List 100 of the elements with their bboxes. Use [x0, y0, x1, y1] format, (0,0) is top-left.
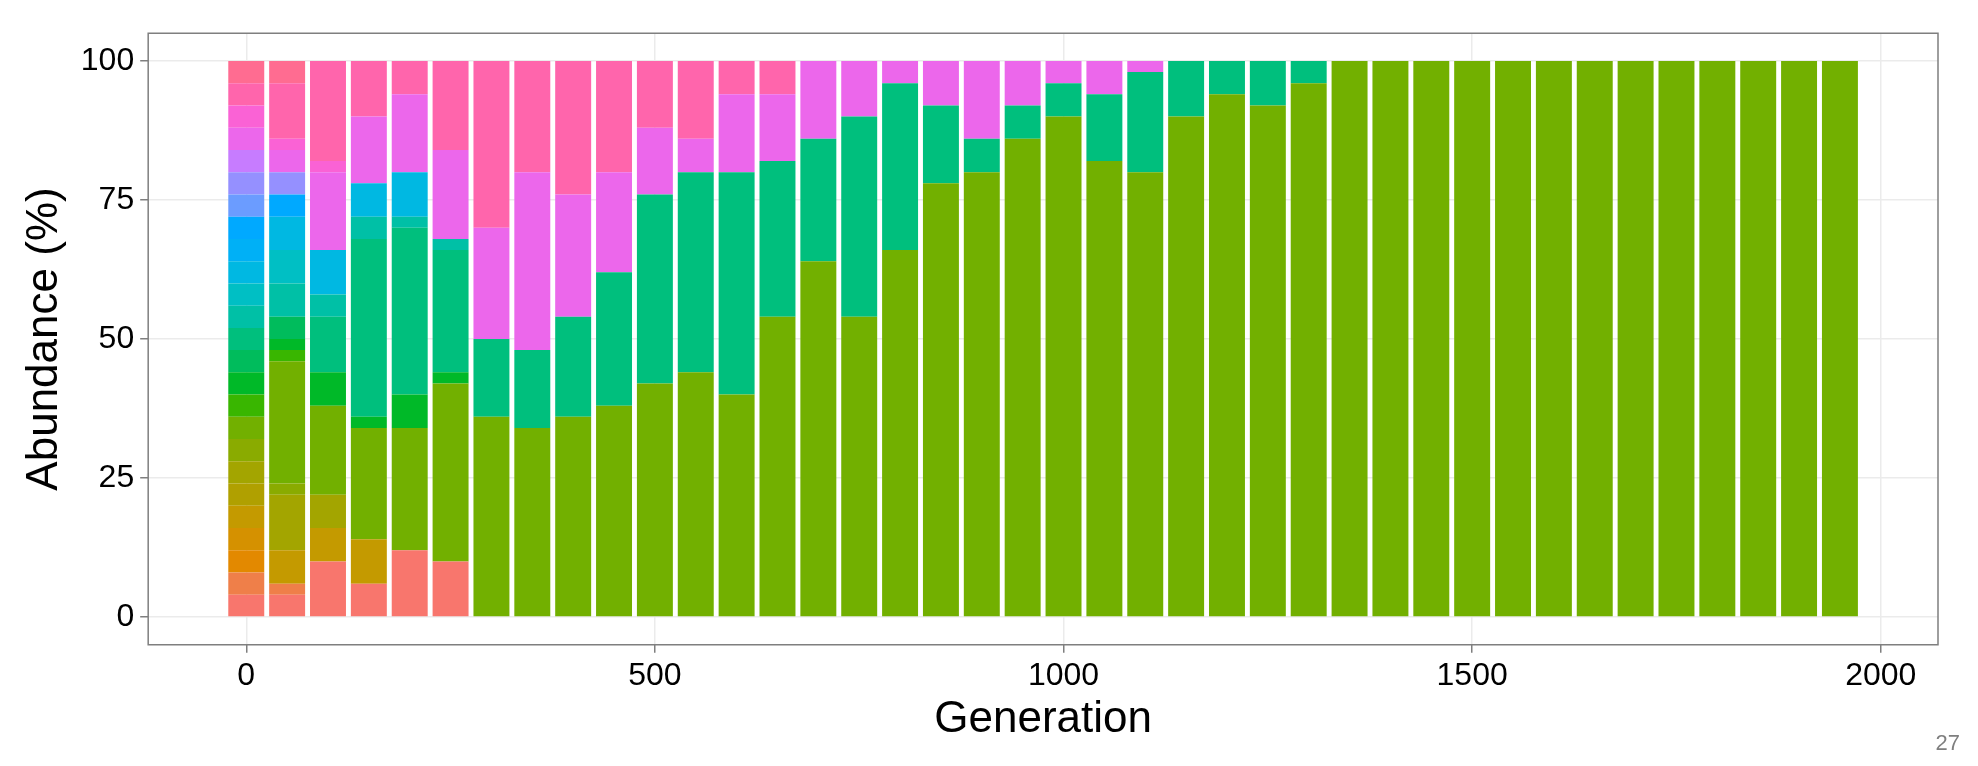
bar: [228, 483, 265, 506]
bar: [269, 339, 306, 351]
bar: [228, 572, 265, 595]
bar: [1495, 61, 1531, 617]
bar: [759, 161, 796, 317]
bar: [636, 127, 673, 195]
bar: [391, 61, 428, 95]
bar: [310, 561, 346, 617]
bar: [228, 305, 265, 328]
bar: [228, 505, 265, 529]
bar: [1045, 116, 1082, 617]
x-tick-label: 1000: [1027, 655, 1100, 692]
y-tick-label: 100: [80, 40, 135, 77]
x-tick-label: 0: [237, 655, 256, 692]
x-axis-title: Generation: [934, 691, 1152, 741]
bar: [1168, 61, 1205, 117]
bar: [759, 94, 796, 162]
bar: [514, 350, 551, 428]
bar: [391, 394, 428, 428]
bar: [1004, 138, 1041, 617]
bar: [1740, 61, 1777, 617]
bar: [1045, 83, 1082, 117]
bar: [1535, 61, 1572, 617]
bar: [228, 83, 265, 106]
bar: [350, 216, 387, 239]
bar: [1617, 61, 1654, 617]
bar: [228, 194, 265, 217]
bar: [1454, 61, 1491, 617]
y-tick-label: 0: [116, 596, 135, 633]
bar: [1086, 161, 1123, 617]
bar: [963, 61, 1000, 139]
x-tick-label: 2000: [1845, 655, 1917, 692]
bar: [269, 483, 306, 495]
bar: [228, 416, 265, 440]
bar: [1576, 61, 1613, 617]
bar: [800, 261, 837, 617]
y-tick-label: 50: [98, 318, 135, 355]
bar: [677, 372, 714, 617]
bar: [1045, 61, 1082, 84]
bar: [310, 161, 346, 173]
bar: [350, 116, 387, 184]
bar: [228, 394, 265, 417]
bar: [269, 194, 306, 217]
bar: [555, 416, 592, 617]
bar: [1209, 61, 1245, 95]
bar: [310, 61, 346, 162]
bar: [228, 439, 265, 462]
bar: [963, 172, 1000, 617]
bar: [596, 61, 633, 173]
bar: [1168, 116, 1205, 617]
bar: [800, 61, 837, 139]
bar: [269, 350, 306, 362]
bar: [473, 61, 510, 228]
bar: [1086, 94, 1123, 162]
text: 27: [1935, 730, 1960, 756]
bar: [228, 283, 265, 306]
bar: [269, 61, 306, 84]
bar: [432, 61, 469, 150]
bar: [1249, 105, 1286, 617]
bar: [514, 427, 551, 617]
bar: [350, 539, 387, 584]
bar: [310, 494, 346, 529]
bar: [1086, 61, 1123, 95]
bar: [269, 283, 306, 317]
bar: [269, 316, 306, 339]
bar: [350, 427, 387, 540]
bar: [228, 261, 265, 284]
bar: [1209, 94, 1245, 617]
bar: [432, 372, 469, 384]
bar: [269, 250, 306, 284]
bar: [882, 83, 919, 251]
y-axis-title: Abundance (%): [16, 187, 66, 491]
bar: [677, 172, 714, 373]
bar: [922, 105, 959, 184]
bar: [228, 127, 265, 150]
bar: [228, 550, 265, 573]
bar: [310, 172, 346, 251]
bar: [350, 238, 387, 417]
bar: [1004, 105, 1041, 139]
bar: [882, 250, 919, 617]
bar: [269, 83, 306, 139]
bar: [432, 561, 469, 617]
bar: [718, 94, 755, 173]
bar: [636, 61, 673, 128]
bar: [1372, 61, 1409, 617]
bar: [718, 172, 755, 395]
bar: [228, 372, 265, 395]
bar: [350, 416, 387, 428]
bar: [677, 138, 714, 173]
bar: [350, 183, 387, 217]
bar: [228, 149, 265, 173]
bar: [800, 138, 837, 262]
bar: [310, 294, 346, 317]
bar: [269, 216, 306, 251]
bar: [269, 594, 306, 617]
bar: [1331, 61, 1368, 617]
bar: [555, 194, 592, 317]
bar: [310, 250, 346, 295]
bar: [350, 583, 387, 617]
bar: [269, 149, 306, 173]
